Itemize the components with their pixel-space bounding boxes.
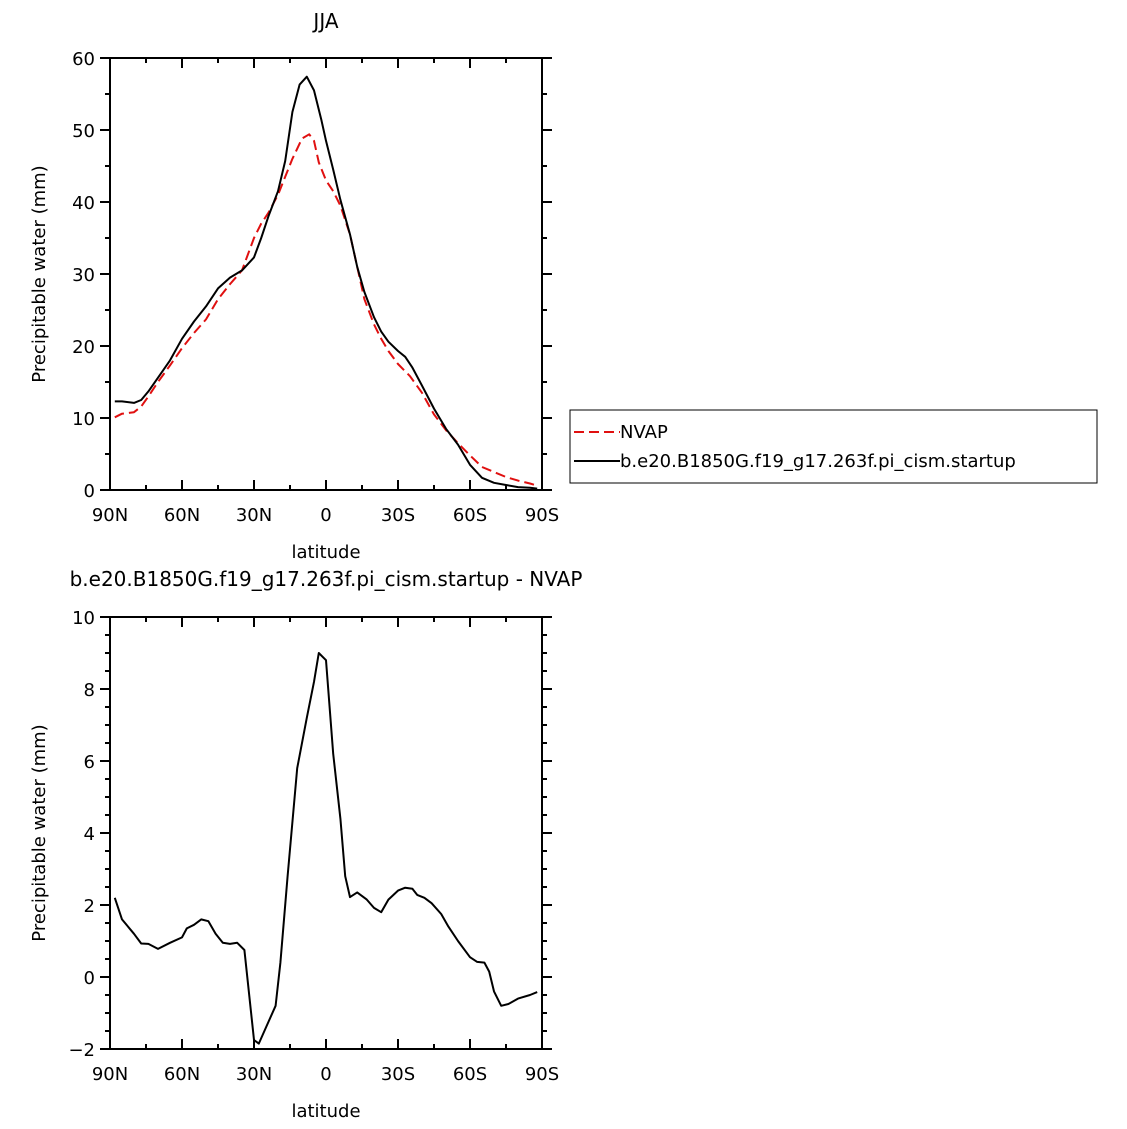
bottom-ylabel: Precipitable water (mm) [29,724,50,941]
bottom-y-tick-label: 2 [84,896,95,917]
bottom-series [113,652,538,1045]
top-y-tick-label: 30 [72,265,95,286]
top-series-line-1 [114,75,538,490]
legend-label-nvap: NVAP [620,422,668,443]
top-series [114,75,538,490]
top-ticks [100,57,552,491]
top-plot-frame [109,57,543,491]
top-y-tick-label: 50 [72,121,95,142]
top-y-tick-label: 0 [84,481,95,502]
top-x-tick-label: 0 [320,505,331,526]
top-y-tick-label: 40 [72,193,95,214]
bottom-panel: b.e20.B1850G.f19_g17.263f.pi_cism.startu… [29,567,582,1122]
legend-box [569,409,1098,484]
bottom-xlabel: latitude [291,1101,360,1122]
top-x-tick-label: 60S [453,505,487,526]
top-y-tick-labels: 0 10 20 30 40 50 60 [72,49,95,502]
bottom-x-tick-label: 60S [453,1064,487,1085]
top-xlabel: latitude [291,542,360,563]
top-x-tick-labels: 90N 60N 30N 0 30S 60S 90S [92,505,559,526]
bottom-x-tick-label: 90S [525,1064,559,1085]
top-series-line-0 [114,133,538,487]
legend: NVAP b.e20.B1850G.f19_g17.263f.pi_cism.s… [569,409,1098,484]
top-x-tick-label: 30S [381,505,415,526]
top-x-tick-label: 90N [92,505,128,526]
bottom-y-tick-label: 6 [84,752,95,773]
top-y-tick-label: 20 [72,337,95,358]
bottom-title: b.e20.B1850G.f19_g17.263f.pi_cism.startu… [70,567,583,591]
top-title: JJA [311,9,338,33]
top-x-tick-label: 60N [164,505,200,526]
bottom-y-tick-label: 4 [84,824,95,845]
bottom-y-tick-label: 10 [72,608,95,629]
top-x-tick-label: 30N [236,505,272,526]
bottom-y-tick-label: 0 [84,968,95,989]
bottom-x-tick-label: 0 [320,1064,331,1085]
bottom-x-tick-label: 30N [236,1064,272,1085]
top-y-tick-label: 60 [72,49,95,70]
top-panel: JJA 90N 60N 30N 0 30S 60S 90S 0 10 20 30 40 50 60 la… [29,9,1098,563]
top-plot-area [100,57,552,491]
bottom-x-tick-labels: 90N 60N 30N 0 30S 60S 90S [92,1064,559,1085]
bottom-x-tick-label: 60N [164,1064,200,1085]
bottom-x-tick-label: 30S [381,1064,415,1085]
top-x-tick-label: 90S [525,505,559,526]
bottom-plot-frame [109,616,543,1050]
bottom-y-tick-labels: −2 0 2 4 6 8 10 [68,608,95,1061]
top-ylabel: Precipitable water (mm) [29,165,50,382]
bottom-y-tick-label: 8 [84,680,95,701]
bottom-series-line-0 [113,652,538,1045]
bottom-y-tick-label: −2 [68,1040,95,1061]
bottom-x-tick-label: 90N [92,1064,128,1085]
bottom-plot-area [100,616,552,1050]
legend-label-model: b.e20.B1850G.f19_g17.263f.pi_cism.startu… [620,451,1016,472]
top-y-tick-label: 10 [72,409,95,430]
bottom-ticks [100,616,552,1050]
